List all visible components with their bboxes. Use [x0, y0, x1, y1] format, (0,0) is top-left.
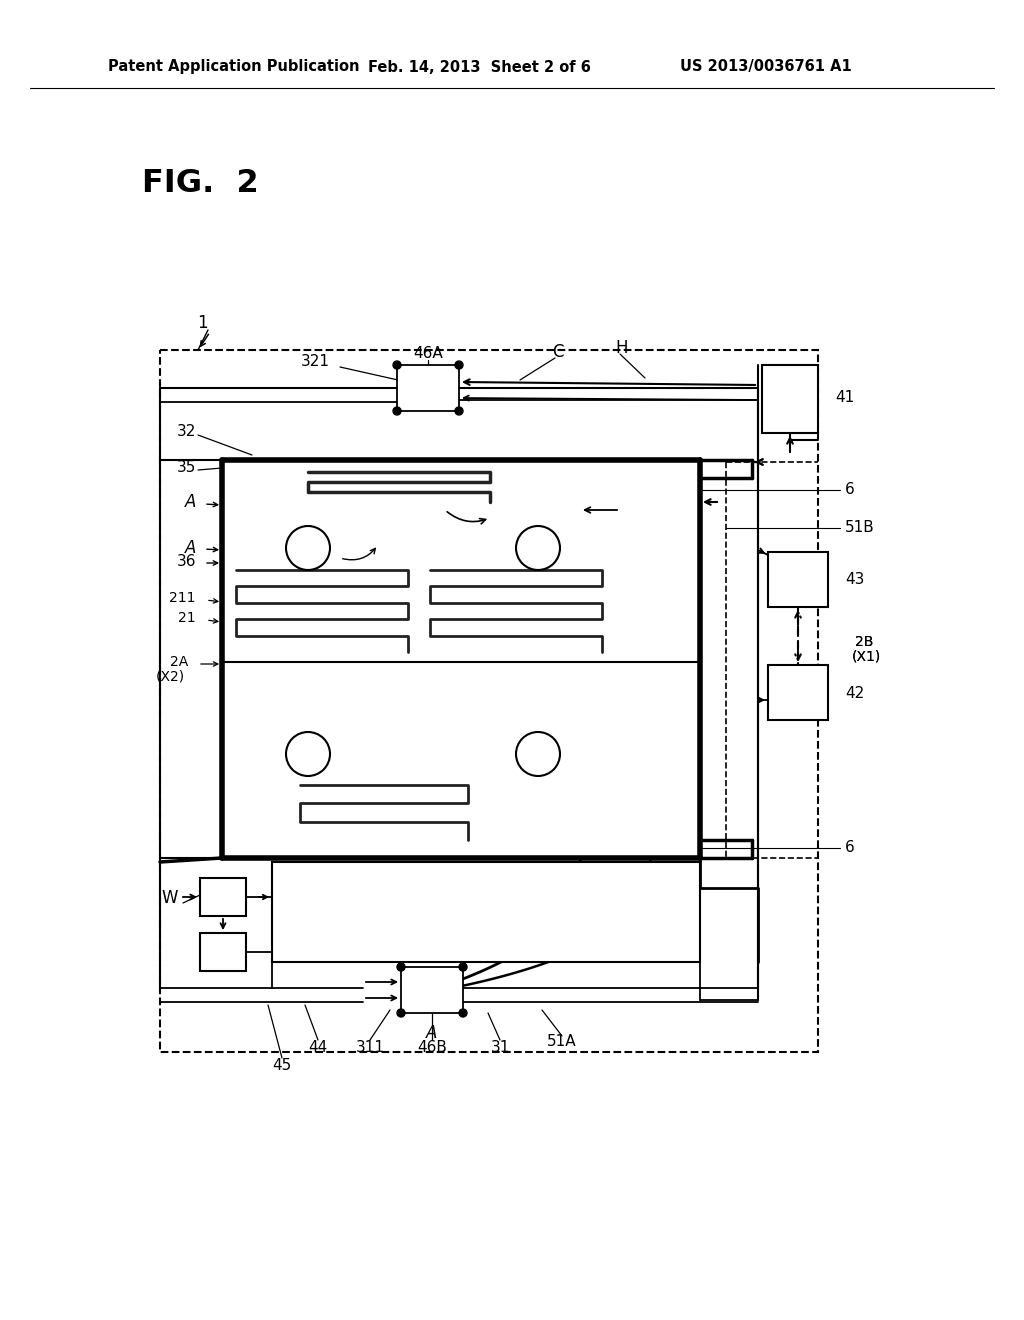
Bar — [200, 933, 246, 972]
Text: 2B: 2B — [855, 635, 873, 649]
Text: 51B: 51B — [845, 520, 874, 535]
Text: 51A: 51A — [547, 1035, 577, 1049]
Circle shape — [286, 525, 330, 570]
Text: W: W — [162, 888, 178, 907]
Text: 43: 43 — [845, 573, 864, 587]
Text: 46A: 46A — [413, 346, 442, 360]
Bar — [768, 552, 828, 607]
Text: A: A — [426, 1024, 437, 1041]
Text: 41: 41 — [835, 391, 854, 405]
Bar — [401, 968, 463, 1012]
Bar — [160, 350, 818, 1052]
Text: 6: 6 — [845, 841, 855, 855]
Text: FIG.  2: FIG. 2 — [142, 168, 259, 198]
Text: 321: 321 — [300, 355, 330, 370]
Text: 36: 36 — [176, 554, 196, 569]
Circle shape — [397, 1008, 406, 1016]
Text: (X1): (X1) — [852, 649, 882, 663]
Text: 42: 42 — [845, 685, 864, 701]
Circle shape — [393, 407, 401, 414]
Circle shape — [455, 360, 463, 370]
Text: 211: 211 — [170, 591, 196, 605]
Text: 31: 31 — [490, 1040, 510, 1056]
Bar — [200, 878, 246, 916]
Text: 21: 21 — [178, 611, 196, 624]
Text: A: A — [184, 539, 196, 557]
Circle shape — [459, 964, 467, 972]
Text: 2B: 2B — [855, 635, 873, 649]
Circle shape — [516, 525, 560, 570]
Circle shape — [286, 733, 330, 776]
Bar — [272, 862, 700, 962]
Text: C: C — [552, 343, 564, 360]
Circle shape — [459, 1008, 467, 1016]
Text: 311: 311 — [355, 1040, 384, 1056]
Text: Feb. 14, 2013  Sheet 2 of 6: Feb. 14, 2013 Sheet 2 of 6 — [368, 59, 591, 74]
Text: 32: 32 — [176, 425, 196, 440]
Text: 46B: 46B — [417, 1040, 446, 1056]
Text: US 2013/0036761 A1: US 2013/0036761 A1 — [680, 59, 852, 74]
Text: A: A — [184, 492, 196, 511]
Text: 45: 45 — [272, 1057, 292, 1072]
Text: (X1): (X1) — [852, 649, 882, 663]
Text: 44: 44 — [308, 1040, 328, 1056]
Circle shape — [455, 407, 463, 414]
Text: H: H — [615, 339, 629, 356]
Text: 2A: 2A — [170, 655, 188, 669]
Circle shape — [397, 964, 406, 972]
Bar — [397, 366, 459, 411]
Text: 35: 35 — [176, 461, 196, 475]
Circle shape — [393, 360, 401, 370]
Circle shape — [516, 733, 560, 776]
Text: 1: 1 — [197, 314, 208, 333]
Text: (X2): (X2) — [156, 669, 185, 682]
Bar — [762, 366, 818, 433]
Text: Patent Application Publication: Patent Application Publication — [108, 59, 359, 74]
Text: 6: 6 — [845, 483, 855, 498]
Bar — [768, 665, 828, 719]
